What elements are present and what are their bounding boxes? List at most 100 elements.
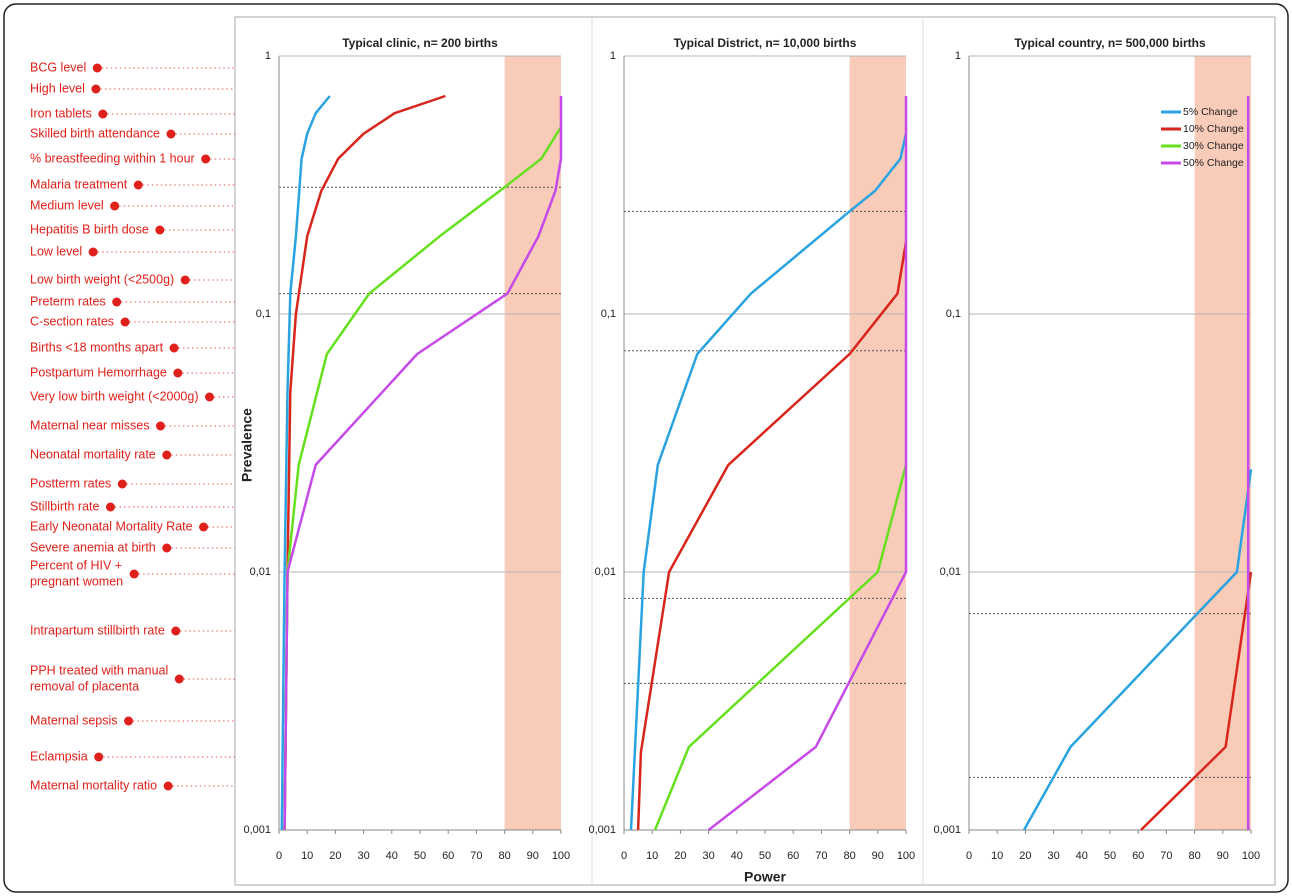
y-tick-label: 0,001 [588,824,616,836]
x-tick-label: 80 [843,850,855,862]
y-axis-title: Prevalence [239,408,255,482]
indicator-dot [162,450,172,460]
x-tick-label: 100 [552,850,570,862]
panel-title: Typical District, n= 10,000 births [674,36,857,50]
series-line [283,96,563,831]
x-tick-label: 80 [498,850,510,862]
y-tick-label: 0,1 [601,308,616,320]
indicator-dot [105,502,115,512]
x-tick-label: 40 [386,850,398,862]
indicator-label: C-section rates [30,314,114,328]
y-tick-label: 0,01 [595,566,616,578]
x-tick-label: 0 [621,850,627,862]
indicator-label: pregnant women [30,574,123,588]
series-line [629,133,908,831]
indicator-dot [180,275,190,285]
indicator-dot [162,543,172,553]
x-tick-label: 70 [815,850,827,862]
indicator-label: Neonatal mortality rate [30,447,156,461]
x-tick-label: 60 [442,850,454,862]
series-line [653,464,908,831]
y-tick-label: 0,01 [250,566,271,578]
x-tick-label: 50 [759,850,771,862]
indicator-label: Skilled birth attendance [30,126,160,140]
indicator-label: BCG level [30,60,86,74]
x-tick-label: 60 [787,850,799,862]
indicator-dot [88,247,98,257]
indicator-label: Medium level [30,198,104,212]
indicator-dot [171,626,181,636]
indicator-label: Low level [30,244,82,258]
indicator-label: removal of placenta [30,679,139,693]
indicator-label: Maternal near misses [30,418,150,432]
indicator-label: Hepatitis B birth dose [30,222,149,236]
panel-title: Typical clinic, n= 200 births [342,36,498,50]
y-tick-label: 1 [610,50,616,62]
x-tick-label: 40 [1076,850,1088,862]
y-tick-label: 0,01 [940,566,961,578]
indicator-label: Iron tablets [30,106,92,120]
indicator-dot [94,752,104,762]
indicator-dot [110,201,120,211]
indicator-label: Severe anemia at birth [30,540,156,554]
indicator-label: Eclampsia [30,749,88,763]
series-line [283,126,563,831]
x-tick-label: 80 [1188,850,1200,862]
indicator-label: Preterm rates [30,294,106,308]
indicator-label: Intrapartum stillbirth rate [30,623,165,637]
panel-title: Typical country, n= 500,000 births [1014,36,1206,50]
x-tick-label: 70 [470,850,482,862]
indicator-dot [169,343,179,353]
indicator-dot [156,421,165,431]
y-tick-label: 1 [265,50,271,62]
indicator-label: Maternal mortality ratio [30,778,157,792]
indicator-label: Stillbirth rate [30,499,100,513]
power-band [849,56,906,830]
x-tick-label: 90 [527,850,539,862]
indicator-dot [163,781,173,791]
x-tick-label: 0 [966,850,972,862]
series-line [283,94,446,831]
power-band [504,56,561,830]
indicator-label: PPH treated with manual [30,663,168,677]
power-band [1194,56,1251,830]
x-tick-label: 20 [1019,850,1031,862]
y-tick-label: 0,1 [256,308,271,320]
y-tick-label: 0,1 [946,308,961,320]
indicator-dot [112,297,122,307]
x-tick-label: 50 [414,850,426,862]
indicator-dot [91,84,101,94]
series-line [636,241,908,831]
x-tick-label: 10 [646,850,658,862]
indicator-dot [155,225,165,235]
x-tick-label: 50 [1104,850,1116,862]
indicator-label: Postpartum Hemorrhage [30,365,167,379]
x-tick-label: 20 [674,850,686,862]
legend-label: 5% Change [1183,106,1238,118]
x-tick-label: 10 [301,850,313,862]
indicator-label: Malaria treatment [30,177,128,191]
series-line [1022,469,1253,831]
indicator-dot [98,109,108,119]
indicator-dot [174,674,184,684]
x-tick-label: 70 [1160,850,1172,862]
x-tick-label: 30 [702,850,714,862]
x-tick-label: 90 [1217,850,1229,862]
x-tick-label: 30 [1047,850,1059,862]
indicator-label: % breastfeeding within 1 hour [30,151,195,165]
indicator-dot [120,317,130,327]
indicator-label: Very low birth weight (<2000g) [30,389,199,403]
indicator-label: Births <18 months apart [30,340,164,354]
indicator-label: Early Neonatal Mortality Rate [30,519,193,533]
series-line [707,96,908,831]
x-tick-label: 100 [897,850,915,862]
indicator-dot [92,63,102,73]
x-tick-label: 30 [357,850,369,862]
legend-label: 50% Change [1183,157,1244,169]
x-tick-label: 40 [731,850,743,862]
indicator-dot [117,479,127,489]
indicator-label: Percent of HIV + [30,558,122,572]
x-tick-label: 90 [872,850,884,862]
y-tick-label: 1 [955,50,961,62]
